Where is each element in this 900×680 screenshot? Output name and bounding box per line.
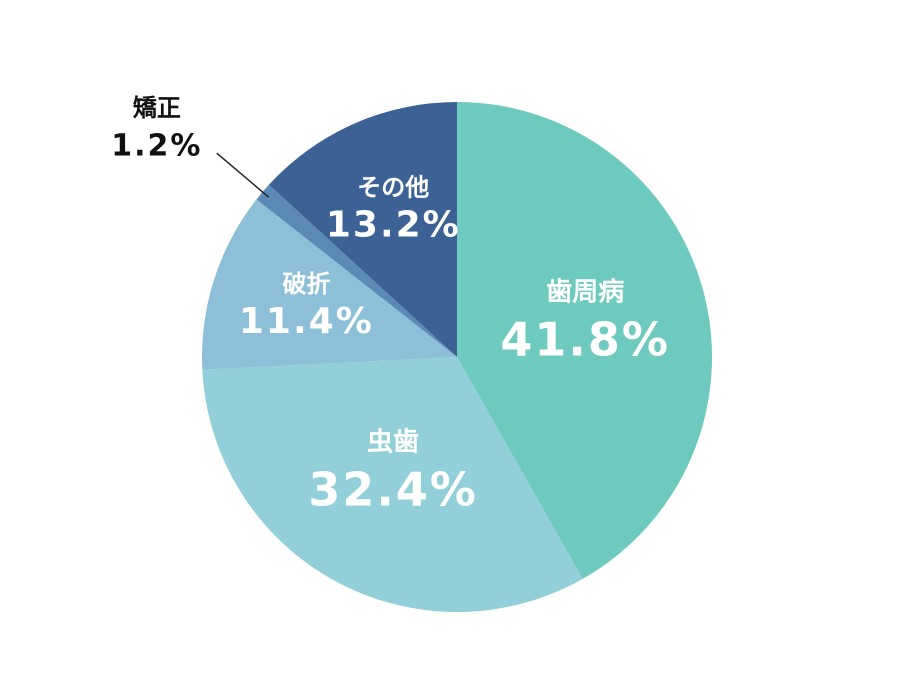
value-label: 1.2% <box>111 129 202 164</box>
pie-slice <box>457 102 712 579</box>
value-label: 11.4% <box>239 301 374 342</box>
slice-name: 虫歯 <box>367 428 419 458</box>
pie-slice <box>256 184 457 357</box>
slice-name: その他 <box>357 173 429 201</box>
value-label: 41.8% <box>500 313 670 367</box>
leader-line <box>216 152 270 198</box>
slice-name: 矯正 <box>133 94 181 122</box>
pie-slice <box>268 102 457 357</box>
value-label: 13.2% <box>326 204 461 245</box>
pie-slice <box>202 357 583 612</box>
slice-name: 破折 <box>282 270 330 298</box>
slice-name: 歯周病 <box>546 278 624 308</box>
value-label: 32.4% <box>308 463 478 517</box>
pie-slice <box>202 199 457 370</box>
